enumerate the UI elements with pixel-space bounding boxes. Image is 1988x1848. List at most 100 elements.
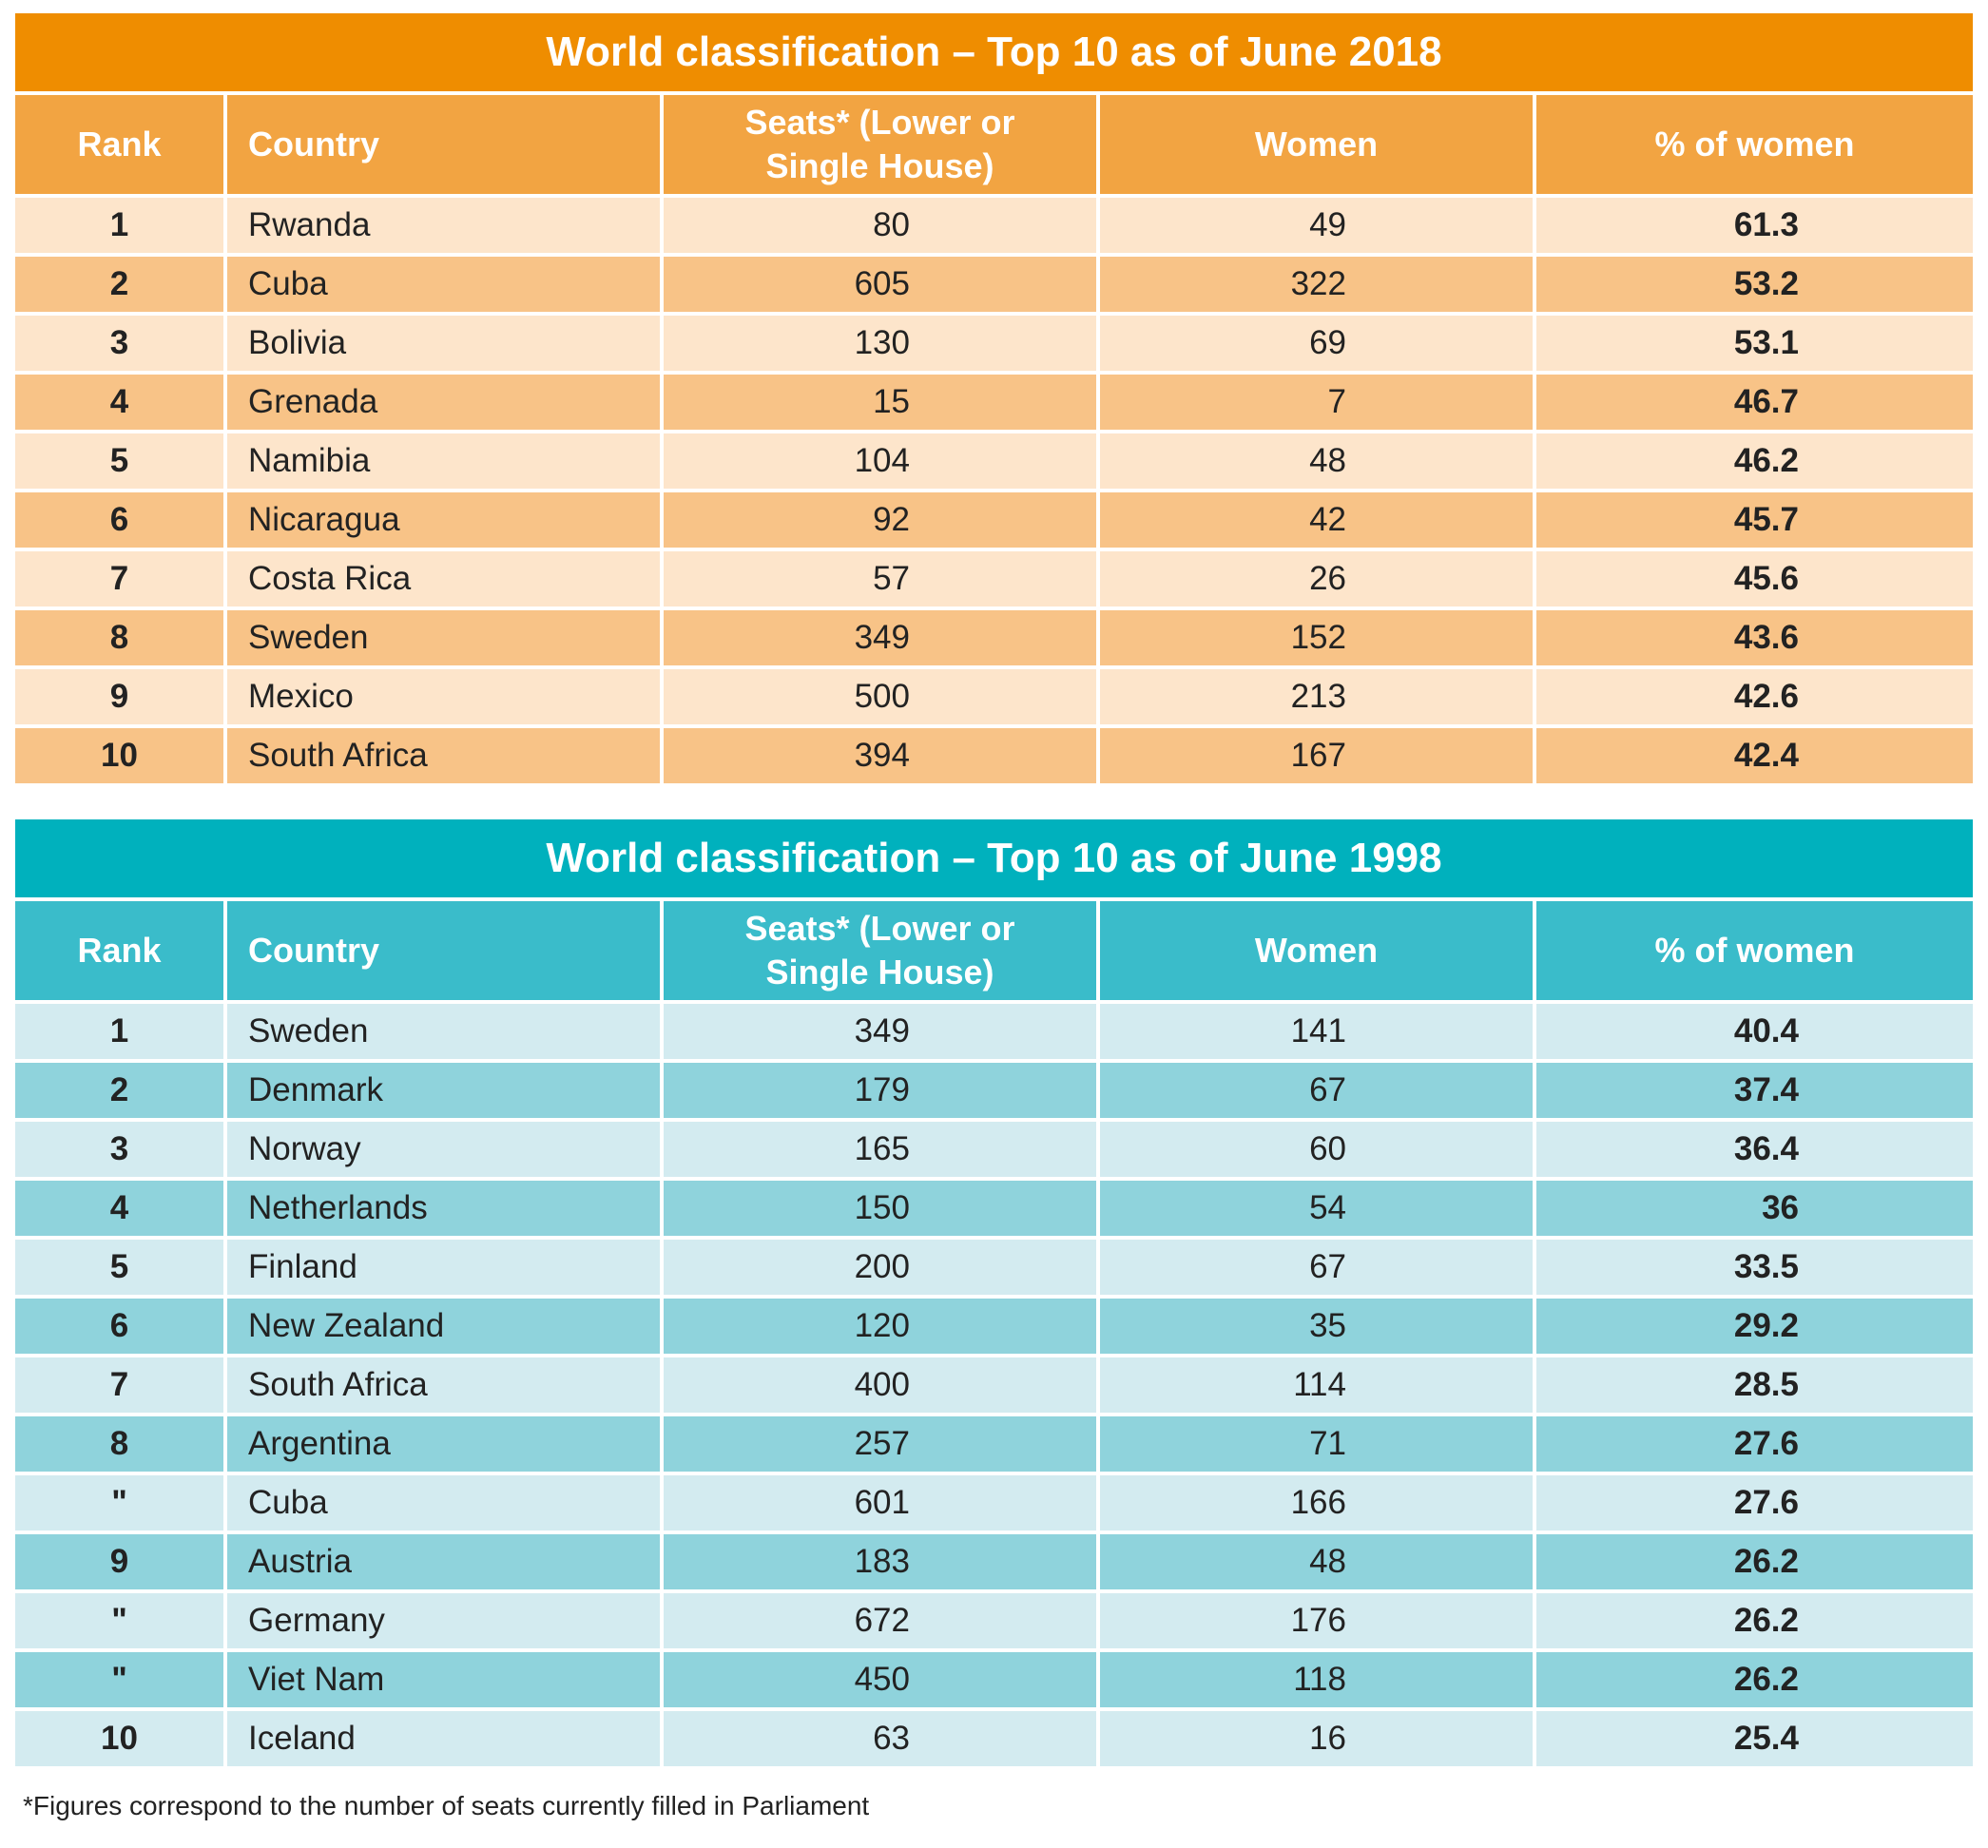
cell-rank: 5 — [15, 433, 227, 489]
table-row: 8 Argentina 257 71 27.6 — [15, 1416, 1973, 1475]
table-row: 4 Grenada 15 7 46.7 — [15, 375, 1973, 433]
cell-seats: 601 — [664, 1475, 1100, 1530]
cell-country: Finland — [227, 1240, 664, 1295]
header-seats-label: Seats* (Lower or Single House) — [744, 103, 1015, 185]
cell-country: Denmark — [227, 1063, 664, 1118]
cell-seats: 57 — [664, 551, 1100, 606]
header-seats: Seats* (Lower or Single House) — [664, 95, 1100, 194]
cell-rank: 4 — [15, 1181, 227, 1236]
table-2018-header-row: Rank Country Seats* (Lower or Single Hou… — [15, 95, 1973, 198]
header-pct-women: % of women — [1654, 125, 1855, 164]
cell-seats: 179 — [664, 1063, 1100, 1118]
header-seats: Seats* (Lower or Single House) — [664, 901, 1100, 1000]
table-row: " Viet Nam 450 118 26.2 — [15, 1652, 1973, 1711]
table-1998-body: 1 Sweden 349 141 40.4 2 Denmark 179 67 37.4 3 Norwa… — [15, 1004, 1973, 1770]
cell-pct-women: 46.7 — [1733, 383, 1799, 420]
cell-rank: " — [15, 1593, 227, 1648]
table-row: 9 Mexico 500 213 42.6 — [15, 669, 1973, 728]
cell-women: 322 — [1100, 257, 1536, 312]
cell-pct-women: 36 — [1762, 1189, 1799, 1226]
cell-country: Argentina — [227, 1416, 664, 1472]
cell-pct-women: 53.1 — [1733, 324, 1799, 361]
cell-seats: 500 — [664, 669, 1100, 724]
cell-women: 60 — [1100, 1122, 1536, 1177]
cell-women: 49 — [1100, 198, 1536, 253]
header-country: Country — [227, 95, 664, 194]
footnote: *Figures correspond to the number of sea… — [23, 1791, 870, 1820]
cell-women: 48 — [1100, 1534, 1536, 1589]
cell-women: 176 — [1100, 1593, 1536, 1648]
table-row: 9 Austria 183 48 26.2 — [15, 1534, 1973, 1593]
cell-women: 69 — [1100, 316, 1536, 371]
cell-women: 152 — [1100, 610, 1536, 665]
cell-country: Netherlands — [227, 1181, 664, 1236]
table-row: " Cuba 601 166 27.6 — [15, 1475, 1973, 1534]
cell-women: 114 — [1100, 1357, 1536, 1413]
cell-rank: 7 — [15, 551, 227, 606]
cell-rank: 1 — [15, 198, 227, 253]
table-row: 4 Netherlands 150 54 36 — [15, 1181, 1973, 1240]
cell-seats: 80 — [664, 198, 1100, 253]
table-row: " Germany 672 176 26.2 — [15, 1593, 1973, 1652]
cell-pct-women: 45.7 — [1733, 501, 1799, 538]
cell-pct-women: 33.5 — [1733, 1248, 1799, 1285]
cell-women: 67 — [1100, 1240, 1536, 1295]
cell-country: Austria — [227, 1534, 664, 1589]
cell-rank: 6 — [15, 492, 227, 548]
cell-pct-women: 53.2 — [1733, 265, 1799, 302]
cell-seats: 450 — [664, 1652, 1100, 1707]
cell-pct-women: 26.2 — [1733, 1543, 1799, 1580]
cell-pct-women: 36.4 — [1733, 1130, 1799, 1167]
cell-rank: 4 — [15, 375, 227, 430]
cell-seats: 120 — [664, 1299, 1100, 1354]
cell-country: Grenada — [227, 375, 664, 430]
cell-country: New Zealand — [227, 1299, 664, 1354]
cell-women: 166 — [1100, 1475, 1536, 1530]
cell-women: 48 — [1100, 433, 1536, 489]
cell-rank: 1 — [15, 1004, 227, 1059]
cell-pct-women: 46.2 — [1733, 442, 1799, 479]
header-women: Women — [1100, 95, 1536, 194]
cell-rank: 10 — [15, 1711, 227, 1766]
cell-country: Nicaragua — [227, 492, 664, 548]
cell-seats: 200 — [664, 1240, 1100, 1295]
cell-rank: 7 — [15, 1357, 227, 1413]
cell-pct-women: 26.2 — [1733, 1661, 1799, 1698]
table-row: 3 Bolivia 130 69 53.1 — [15, 316, 1973, 375]
cell-seats: 672 — [664, 1593, 1100, 1648]
cell-women: 141 — [1100, 1004, 1536, 1059]
cell-rank: 6 — [15, 1299, 227, 1354]
table-1998-header-row: Rank Country Seats* (Lower or Single Hou… — [15, 901, 1973, 1004]
cell-women: 213 — [1100, 669, 1536, 724]
cell-pct-women: 42.6 — [1733, 678, 1799, 715]
cell-seats: 349 — [664, 1004, 1100, 1059]
cell-seats: 150 — [664, 1181, 1100, 1236]
cell-seats: 130 — [664, 316, 1100, 371]
table-row: 7 Costa Rica 57 26 45.6 — [15, 551, 1973, 610]
cell-seats: 183 — [664, 1534, 1100, 1589]
header-country: Country — [227, 901, 664, 1000]
cell-pct-women: 37.4 — [1733, 1071, 1799, 1108]
header-women: Women — [1100, 901, 1536, 1000]
table-row: 8 Sweden 349 152 43.6 — [15, 610, 1973, 669]
cell-rank: " — [15, 1652, 227, 1707]
cell-pct-women: 43.6 — [1733, 619, 1799, 656]
table-row: 2 Denmark 179 67 37.4 — [15, 1063, 1973, 1122]
cell-women: 7 — [1100, 375, 1536, 430]
cell-country: Norway — [227, 1122, 664, 1177]
table-row: 5 Namibia 104 48 46.2 — [15, 433, 1973, 492]
cell-rank: 3 — [15, 316, 227, 371]
cell-pct-women: 26.2 — [1733, 1602, 1799, 1639]
cell-pct-women: 28.5 — [1733, 1366, 1799, 1403]
table-row: 1 Sweden 349 141 40.4 — [15, 1004, 1973, 1063]
cell-country: Cuba — [227, 1475, 664, 1530]
cell-women: 118 — [1100, 1652, 1536, 1707]
header-pct-women: % of women — [1654, 931, 1855, 970]
table-2018: World classification – Top 10 as of June… — [15, 13, 1973, 787]
cell-country: Sweden — [227, 610, 664, 665]
cell-country: Rwanda — [227, 198, 664, 253]
header-rank: Rank — [15, 95, 227, 194]
cell-pct-women: 42.4 — [1733, 737, 1799, 774]
cell-women: 16 — [1100, 1711, 1536, 1766]
cell-seats: 394 — [664, 728, 1100, 783]
